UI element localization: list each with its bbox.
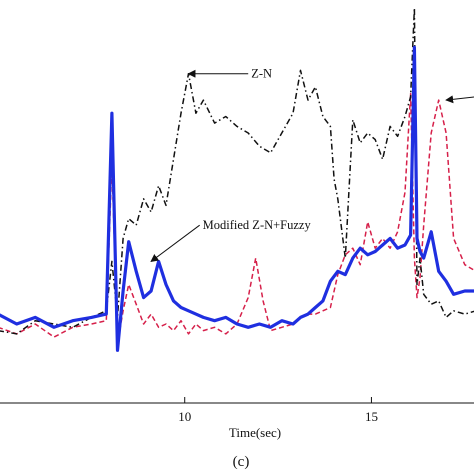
series-line-3 xyxy=(0,92,474,345)
annotation-arrow-3 xyxy=(445,95,474,104)
series-line-1 xyxy=(0,7,474,335)
x-tick-label: 10 xyxy=(178,409,191,424)
series-line-2 xyxy=(0,45,474,352)
x-ticks: 10 15 xyxy=(178,397,378,424)
panel-label: (c) xyxy=(233,454,250,470)
x-tick-label: 15 xyxy=(365,409,378,424)
series-layer xyxy=(0,7,474,352)
x-axis-label: Time(sec) xyxy=(229,425,281,440)
plot-frame xyxy=(0,402,474,404)
annotation-arrow-2 xyxy=(150,224,200,263)
annotation-label-1: Z-N xyxy=(251,67,272,81)
annotations: Z-N Modified Z-N+Fuzzy xyxy=(150,67,474,263)
annotation-label-2: Modified Z-N+Fuzzy xyxy=(203,218,312,232)
